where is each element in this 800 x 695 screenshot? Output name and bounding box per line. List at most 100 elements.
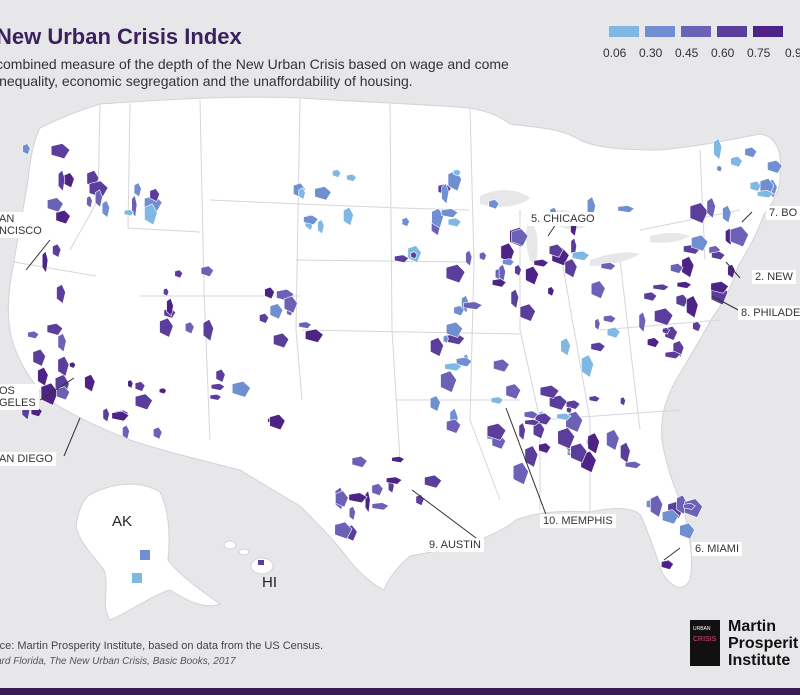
metro-area [55, 209, 71, 225]
metro-area [490, 396, 504, 405]
metro-area [547, 286, 555, 297]
metro-area [86, 195, 93, 209]
metro-area [264, 286, 275, 300]
metro-area [711, 251, 726, 261]
metro-area [283, 295, 298, 314]
metro-area [566, 406, 573, 414]
metro-area [32, 348, 46, 367]
metro-area [463, 301, 483, 310]
metro-area [729, 225, 749, 248]
metro-area [314, 186, 332, 201]
city-label-austin: 9. AUSTIN [426, 538, 484, 552]
metro-area [722, 204, 732, 224]
metro-area [259, 312, 270, 324]
metro-area [767, 159, 783, 174]
metro-area [502, 258, 515, 267]
metro-area [603, 314, 617, 324]
metro-area [713, 137, 723, 161]
metro-area [46, 323, 64, 336]
metro-area [560, 337, 571, 357]
metro-area [209, 393, 222, 401]
metro-area [514, 264, 522, 277]
metro-area [465, 249, 473, 267]
legend-label-6: 0.9 [785, 46, 800, 60]
metro-area [445, 263, 466, 284]
metro-area [691, 234, 709, 252]
metro-area [88, 180, 109, 198]
metro-area [332, 169, 342, 178]
metro-area [56, 386, 71, 401]
metro-area [683, 502, 696, 510]
metro-area [140, 550, 150, 560]
metro-area [123, 209, 135, 217]
legend-label-2: 0.30 [639, 46, 663, 60]
metro-area [57, 169, 66, 192]
city-label-boston: 7. BO [766, 206, 800, 220]
metro-area [57, 355, 70, 377]
book-cover-icon: URBAN CRISIS [690, 620, 720, 666]
metro-area [348, 505, 356, 521]
logo-name: Martin Prosperit Institute [728, 618, 799, 669]
metro-area [624, 461, 642, 469]
metro-area [447, 217, 462, 228]
metro-area [56, 283, 66, 304]
metro-area [273, 332, 290, 349]
metro-area [692, 321, 702, 332]
metro-area [298, 321, 312, 329]
metro-area [305, 328, 324, 343]
metro-area [606, 429, 620, 451]
metro-area [670, 262, 684, 274]
metro-area [27, 330, 40, 339]
city-label-san-diego: AN DIEGO [0, 452, 56, 466]
city-label-chicago: 5. CHICAGO [528, 212, 598, 226]
city-label-miami: 6. MIAMI [692, 542, 743, 556]
city-label-new-york: 2. NEW [752, 270, 796, 284]
metro-area [539, 384, 560, 399]
metro-area [134, 393, 153, 411]
metro-area [572, 250, 591, 261]
metro-area [600, 262, 617, 271]
metro-area [127, 379, 134, 389]
metro-area [590, 341, 606, 353]
metro-area [346, 173, 357, 182]
metro-area [343, 206, 354, 227]
metro-area [570, 442, 588, 464]
metro-area [386, 476, 403, 485]
source-note: rce: Martin Prosperity Institute, based … [0, 640, 324, 652]
metro-area [391, 456, 405, 464]
metro-area [133, 182, 142, 198]
metro-area [498, 263, 506, 283]
metro-area [84, 373, 96, 393]
metro-area [371, 483, 384, 497]
metro-area [445, 321, 464, 338]
metro-area [518, 422, 526, 441]
metro-area [620, 396, 626, 407]
metro-area [512, 461, 529, 486]
metro-area [557, 427, 576, 450]
metro-area [511, 228, 529, 247]
legend-swatch-5 [753, 26, 783, 37]
citation-note: ard Florida, The New Urban Crisis, Basic… [0, 656, 236, 667]
metro-area [269, 303, 284, 320]
metro-area [401, 217, 410, 228]
metro-area [523, 410, 539, 420]
region-label-alaska: AK [112, 513, 133, 530]
metro-area [41, 250, 49, 274]
metro-area [102, 407, 110, 423]
metro-area [549, 394, 568, 411]
metro-area [424, 474, 443, 489]
map-subtitle: combined measure of the depth of the New… [0, 56, 509, 89]
metro-area [519, 303, 536, 322]
metro-area [491, 278, 507, 288]
metro-area [446, 418, 462, 434]
legend-swatch-2 [645, 26, 675, 37]
metro-area [749, 180, 762, 192]
metro-area [430, 337, 444, 357]
metro-area [348, 492, 368, 504]
metro-area [505, 383, 522, 400]
metro-area [594, 317, 601, 331]
hawaii-shape [223, 540, 274, 575]
metro-area [643, 291, 658, 302]
